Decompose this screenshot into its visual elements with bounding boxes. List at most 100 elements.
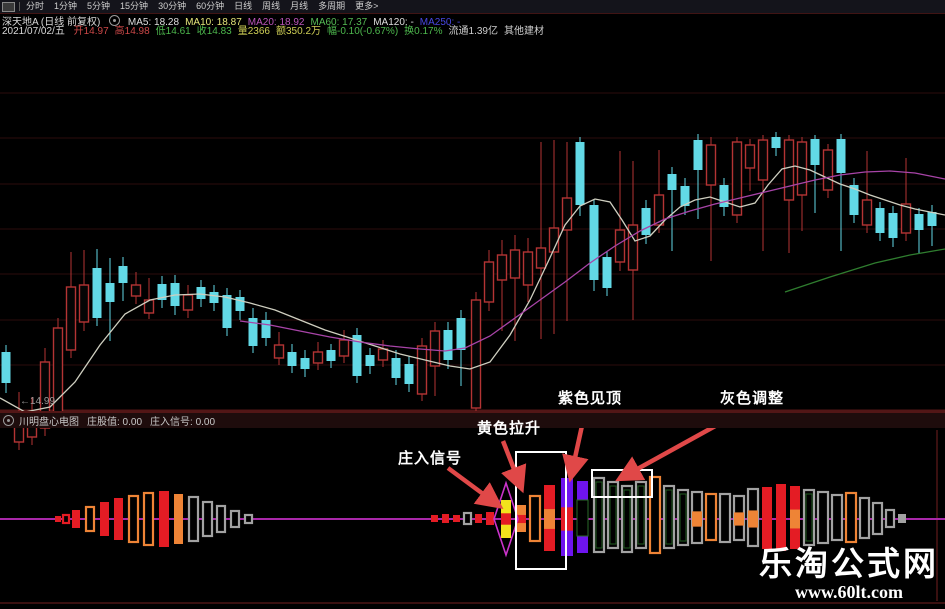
period-tab-6[interactable]: 日线 xyxy=(234,1,253,11)
ecg-bar-gray xyxy=(884,508,896,529)
indicator-settings-icon[interactable] xyxy=(109,15,121,26)
candle-up xyxy=(561,197,573,231)
ecg-bar-inner-green xyxy=(665,489,673,545)
ecg-bar-gray xyxy=(662,484,676,550)
candle-down xyxy=(248,318,258,346)
quote-info-row: 2021/07/02/五 开14.97 高14.98 低14.61 收14.83 量23… xyxy=(2,26,550,38)
quote-field-5: 额350.2万 xyxy=(275,26,322,37)
period-tab-10[interactable]: 更多> xyxy=(355,1,379,11)
annotation-gray-adjust: 灰色调整 xyxy=(720,390,785,407)
watermark-url: www.60lt.com xyxy=(795,582,903,602)
quote-field-1: 高14.98 xyxy=(114,26,150,37)
candle-down xyxy=(235,297,245,311)
indicator-param-icon[interactable] xyxy=(3,415,14,426)
highlight-box-0 xyxy=(515,451,567,570)
quote-fields: 开14.97 高14.98 低14.61 收14.83 量2366 额350.2万 幅-0.… xyxy=(74,26,550,37)
period-tab-9[interactable]: 多周期 xyxy=(318,1,346,11)
period-tab-8[interactable]: 月线 xyxy=(290,1,309,11)
period-tab-0[interactable]: 分时 xyxy=(26,1,45,11)
ecg-bar-center-stripe xyxy=(790,509,800,529)
candle-up xyxy=(614,229,626,263)
ecg-purple-hollow xyxy=(576,499,589,537)
period-tab-5[interactable]: 60分钟 xyxy=(196,1,225,11)
period-tab-7[interactable]: 周线 xyxy=(262,1,281,11)
candle-down xyxy=(927,212,937,226)
candle-up xyxy=(509,249,521,279)
ecg-bar-gray xyxy=(898,514,906,523)
candle-down xyxy=(222,295,232,328)
candle-up xyxy=(470,299,482,409)
annotation-purple-top: 紫色见顶 xyxy=(558,390,623,407)
ecg-bar-orange xyxy=(648,475,662,555)
period-tab-3[interactable]: 15分钟 xyxy=(120,1,149,11)
candle-down xyxy=(810,139,820,165)
ecg-bar-gray xyxy=(243,513,254,525)
MA-magenta xyxy=(239,170,945,352)
quote-field-4: 量2366 xyxy=(237,26,270,37)
ecg-bar-gray xyxy=(816,490,830,545)
ecg-bar-inner-green xyxy=(805,493,813,542)
candle-down xyxy=(849,185,859,215)
quote-field-7: 换0.17% xyxy=(404,26,443,37)
ecg-bar-red xyxy=(762,487,772,549)
quote-date: 2021/07/02/五 xyxy=(2,26,65,37)
ecg-bar-gray xyxy=(871,501,884,536)
candle-up xyxy=(429,330,441,367)
ecg-bar-inner-green xyxy=(609,485,617,545)
ecg-bar-orange xyxy=(174,494,183,544)
ecg-bar-orange xyxy=(528,494,542,543)
candle-down xyxy=(680,186,690,206)
candle-up xyxy=(496,254,508,281)
ecg-bar-red xyxy=(431,515,438,522)
ecg-bar-red xyxy=(776,484,786,551)
indicator-title: 川明盘心电图 xyxy=(19,417,79,428)
period-tab-4[interactable]: 30分钟 xyxy=(158,1,187,11)
quote-field-2: 低14.61 xyxy=(155,26,191,37)
candle-down xyxy=(157,284,167,300)
candle-down xyxy=(443,330,453,360)
candle-down xyxy=(1,352,11,383)
candle-down xyxy=(719,185,729,207)
period-tabbar: 分时 1分钟 5分钟 15分钟 30分钟 60分钟 日线 周线 月线 多周期 更多> xyxy=(0,0,945,14)
ecg-bar-gray xyxy=(620,484,634,554)
candle-up xyxy=(130,284,142,297)
quote-field-9: 其他建材 xyxy=(503,26,544,37)
indicator-header: 川明盘心电图 庄股值: 0.00 庄入信号: 0.00 xyxy=(0,411,945,428)
ecg-bar-center-stripe xyxy=(501,513,511,525)
candle-down xyxy=(209,292,219,303)
ecg-bar-center-stripe xyxy=(748,510,758,528)
candle-up xyxy=(39,361,51,429)
ecg-bar-gray xyxy=(462,511,473,526)
ecg-bar-inner-green xyxy=(637,485,645,545)
ecg-bar-red xyxy=(61,513,71,525)
annotation-arrow-1 xyxy=(500,440,527,494)
ecg-bar-orange xyxy=(142,491,155,547)
ecg-bar-red xyxy=(114,498,123,540)
candle-down xyxy=(888,213,898,238)
ecg-bar-red xyxy=(453,515,460,522)
ecg-bar-gray xyxy=(858,496,871,540)
candle-down xyxy=(602,257,612,288)
quote-field-6: 幅-0.10(-0.67%) xyxy=(327,26,399,37)
candle-up xyxy=(822,149,834,191)
quote-field-3: 收14.83 xyxy=(196,26,232,37)
ecg-bar-gray xyxy=(676,488,690,547)
candle-down xyxy=(196,287,206,299)
app-icon[interactable] xyxy=(2,1,15,12)
candle-down xyxy=(575,142,585,205)
candle-down xyxy=(667,174,677,190)
candle-up xyxy=(338,339,350,357)
candle-up xyxy=(744,144,756,169)
indicator-field-1: 庄入信号: 0.00 xyxy=(150,417,216,428)
period-tab-1[interactable]: 1分钟 xyxy=(54,1,78,11)
period-tab-2[interactable]: 5分钟 xyxy=(87,1,111,11)
candle-down xyxy=(456,318,466,350)
ma-value-5: MA250: - xyxy=(419,17,461,28)
ma-value-4: MA120: - xyxy=(373,17,414,28)
MA-white xyxy=(0,165,945,413)
ecg-bar-orange xyxy=(127,494,140,544)
ecg-bar-center-stripe xyxy=(544,509,555,529)
indicator-field-0: 庄股值: 0.00 xyxy=(87,417,143,428)
